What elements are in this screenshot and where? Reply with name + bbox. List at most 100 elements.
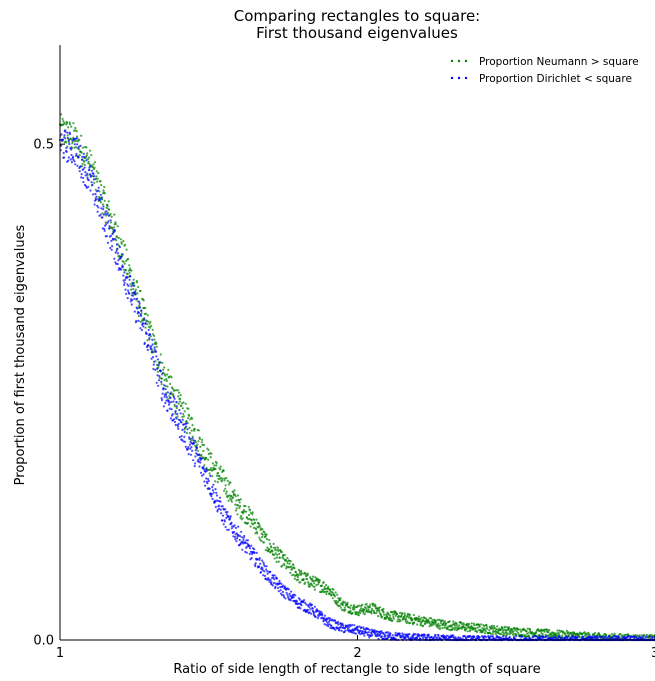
data-point xyxy=(219,468,222,471)
data-point xyxy=(60,144,63,147)
data-point xyxy=(380,635,383,638)
data-point xyxy=(114,237,117,241)
data-point xyxy=(348,626,351,629)
data-point xyxy=(444,620,447,623)
data-point xyxy=(224,508,227,511)
data-point xyxy=(402,633,405,636)
data-point xyxy=(191,449,194,452)
data-point xyxy=(109,234,113,237)
data-point xyxy=(422,624,425,628)
data-point xyxy=(492,624,495,628)
y-axis-label: Proportion of first thousand eigenvalues xyxy=(13,224,28,485)
data-point xyxy=(233,524,236,527)
data-point xyxy=(93,161,97,164)
data-point xyxy=(96,210,99,213)
data-point xyxy=(157,379,161,382)
data-point xyxy=(389,632,392,635)
data-point xyxy=(215,462,218,465)
data-point xyxy=(249,547,252,550)
data-point xyxy=(104,212,107,215)
data-point xyxy=(392,615,395,619)
data-point xyxy=(146,339,149,342)
data-point xyxy=(215,474,219,477)
data-point xyxy=(517,631,520,634)
data-point xyxy=(207,458,210,461)
data-point xyxy=(169,392,172,395)
data-point xyxy=(588,633,591,636)
data-point xyxy=(359,633,362,636)
data-point xyxy=(262,541,265,544)
data-point xyxy=(311,575,315,578)
data-point xyxy=(353,624,356,627)
data-point xyxy=(95,198,98,201)
data-point xyxy=(534,635,538,638)
data-point xyxy=(85,154,88,157)
data-point xyxy=(583,631,586,634)
data-point xyxy=(558,635,561,638)
data-point xyxy=(153,338,156,341)
data-point xyxy=(156,374,159,377)
data-point xyxy=(75,152,78,155)
data-point xyxy=(187,453,190,456)
data-point xyxy=(212,483,215,486)
data-point xyxy=(132,284,135,287)
data-point xyxy=(196,443,199,446)
data-point xyxy=(390,617,393,620)
data-point xyxy=(129,300,132,303)
data-point xyxy=(444,636,447,639)
data-point xyxy=(369,603,372,606)
data-point xyxy=(103,199,106,202)
data-point xyxy=(138,302,141,305)
data-point xyxy=(66,134,69,137)
data-point xyxy=(274,546,277,549)
data-point xyxy=(377,615,380,618)
data-point xyxy=(214,467,217,471)
data-point xyxy=(391,634,394,637)
data-point xyxy=(251,513,254,516)
data-point xyxy=(137,314,140,318)
data-point xyxy=(126,297,129,300)
data-point xyxy=(168,395,171,398)
data-point xyxy=(164,388,167,391)
data-point xyxy=(179,412,182,415)
data-point xyxy=(153,334,156,337)
data-point xyxy=(124,278,127,281)
data-point xyxy=(93,175,96,178)
data-point xyxy=(165,399,168,402)
data-point xyxy=(71,155,75,158)
data-point xyxy=(149,326,152,329)
data-point xyxy=(236,537,239,540)
data-point xyxy=(177,422,180,425)
data-points xyxy=(58,113,655,642)
data-point xyxy=(204,484,207,487)
data-point xyxy=(375,611,378,615)
data-point xyxy=(235,540,238,543)
data-point xyxy=(442,619,445,622)
data-point xyxy=(266,546,269,549)
data-point xyxy=(387,635,390,639)
data-point xyxy=(261,528,264,531)
data-point xyxy=(473,624,476,627)
data-point xyxy=(367,609,370,612)
series-points-1 xyxy=(58,129,655,642)
data-point xyxy=(326,621,329,624)
axis-ticks: 1 2 3 0.0 0.5 xyxy=(33,138,655,661)
data-point xyxy=(581,635,584,638)
data-point xyxy=(96,204,99,207)
data-point xyxy=(149,348,152,351)
data-point xyxy=(241,517,244,520)
data-point xyxy=(202,443,206,446)
data-point xyxy=(458,624,461,627)
data-point xyxy=(261,567,264,570)
data-point xyxy=(253,518,256,522)
data-point xyxy=(71,142,74,145)
data-point xyxy=(308,584,311,588)
data-point xyxy=(307,582,310,586)
data-point xyxy=(492,629,495,632)
data-point xyxy=(522,633,525,636)
data-point xyxy=(127,257,130,261)
data-point xyxy=(147,320,150,323)
data-point xyxy=(277,586,280,590)
data-point xyxy=(182,401,185,404)
data-point xyxy=(114,221,117,224)
